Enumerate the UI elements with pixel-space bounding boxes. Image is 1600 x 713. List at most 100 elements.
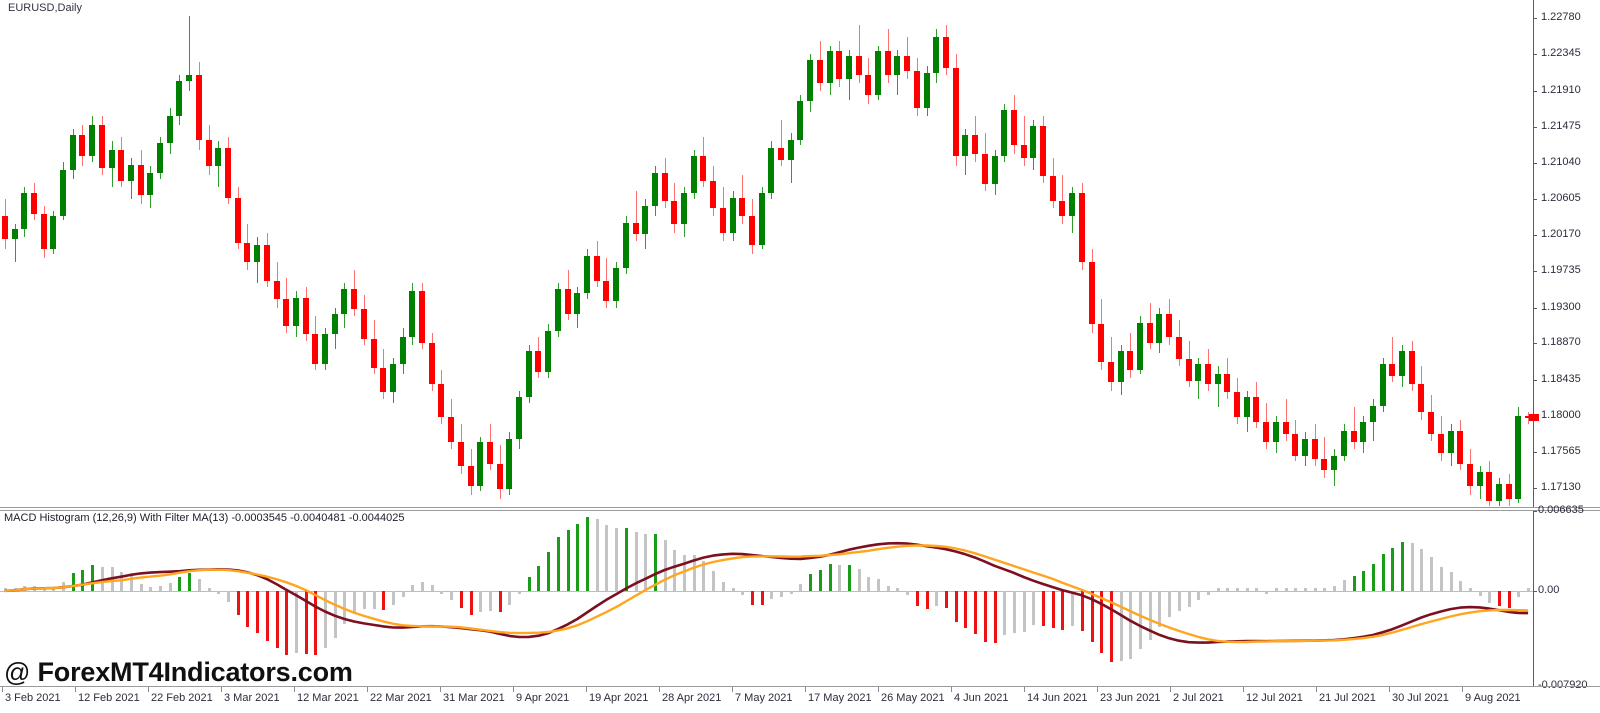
- macd-histogram-bar: [567, 530, 570, 591]
- candle-body: [1302, 439, 1308, 456]
- candle-body: [962, 134, 968, 157]
- macd-histogram-bar: [596, 518, 599, 591]
- x-axis-label: 23 Jun 2021: [1100, 692, 1161, 704]
- candle-body: [1127, 350, 1133, 370]
- candle-body: [1486, 472, 1492, 501]
- candle-body: [642, 206, 648, 235]
- at-symbol: @: [4, 657, 31, 687]
- candle-body: [700, 156, 706, 182]
- candle-body: [41, 214, 47, 249]
- macd-histogram-bar: [935, 590, 938, 607]
- x-axis-tick: [294, 687, 295, 692]
- macd-histogram-bar: [508, 590, 511, 606]
- candle-wick: [1392, 336, 1393, 383]
- macd-histogram-bar: [178, 577, 181, 591]
- macd-histogram-bar: [1459, 580, 1462, 591]
- macd-histogram-bar: [1120, 590, 1123, 662]
- candle-wick: [1062, 174, 1063, 225]
- macd-histogram-bar: [237, 590, 240, 616]
- macd-histogram-pane[interactable]: MACD Histogram (12,26,9) With Filter MA(…: [0, 511, 1600, 686]
- price-scale-axis: [1533, 0, 1534, 507]
- x-axis-tick: [1316, 687, 1317, 692]
- candle-body: [885, 51, 891, 75]
- macd-histogram-bar: [130, 575, 133, 591]
- candle-body: [1118, 350, 1124, 383]
- macd-histogram-bar: [1149, 590, 1152, 641]
- candle-body: [21, 192, 27, 230]
- price-scale-label: 1.20605: [1541, 192, 1581, 205]
- macd-histogram-bar: [702, 561, 705, 591]
- macd-histogram-bar: [1323, 587, 1326, 591]
- macd-scale[interactable]: 0.006635 0.00 -0.007920: [1533, 505, 1600, 691]
- x-axis-label: 12 Mar 2021: [297, 692, 359, 704]
- macd-histogram-bar: [722, 582, 725, 591]
- price-scale-tick: [1533, 380, 1537, 381]
- macd-histogram-bar: [867, 577, 870, 591]
- macd-histogram-bar: [1508, 590, 1511, 608]
- price-plot-area[interactable]: [0, 0, 1533, 506]
- candle-body: [720, 207, 726, 233]
- macd-histogram-bar: [305, 590, 308, 654]
- candle-body: [274, 280, 280, 300]
- x-axis-label: 12 Jul 2021: [1246, 692, 1303, 704]
- macd-histogram-bar: [838, 565, 841, 591]
- macd-histogram-bar: [1168, 590, 1171, 618]
- candle-body: [380, 367, 386, 393]
- price-scale[interactable]: 1.22780 1.22345 1.21910 1.21475 1.21040 1.206…: [1533, 0, 1600, 507]
- candle-body: [361, 309, 367, 340]
- macd-histogram-bar: [770, 590, 773, 600]
- macd-histogram-bar: [1197, 590, 1200, 600]
- macd-scale-label: 0.006635: [1538, 504, 1584, 516]
- macd-histogram-bar: [964, 590, 967, 629]
- x-axis-tick: [75, 687, 76, 692]
- candle-body: [681, 192, 687, 225]
- candle-body: [1360, 422, 1366, 443]
- candle-body: [516, 397, 522, 440]
- price-scale-label: 1.21040: [1541, 155, 1581, 168]
- macd-histogram-bar: [1100, 590, 1103, 654]
- macd-histogram-bar: [1498, 590, 1501, 606]
- macd-histogram-bar: [1178, 590, 1181, 612]
- macd-histogram-bar: [1333, 585, 1336, 591]
- candle-body: [487, 442, 493, 464]
- candle-body: [749, 216, 755, 246]
- candle-body: [89, 124, 95, 157]
- x-axis-tick: [1243, 687, 1244, 692]
- candle-body: [332, 314, 338, 335]
- price-scale-label: 1.17565: [1541, 444, 1581, 457]
- candle-body: [1059, 201, 1065, 217]
- macd-histogram-bar: [246, 590, 249, 628]
- candle-body: [1380, 364, 1386, 406]
- pane-divider-top: [0, 507, 1600, 508]
- macd-histogram-bar: [790, 590, 793, 594]
- price-candlestick-pane[interactable]: EURUSD,Daily: [0, 0, 1600, 506]
- price-scale-tick: [1533, 452, 1537, 453]
- macd-histogram-bar: [528, 576, 531, 591]
- macd-histogram-bar: [1382, 553, 1385, 591]
- macd-histogram-bar: [149, 587, 152, 591]
- price-scale-tick: [1533, 308, 1537, 309]
- candle-body: [555, 289, 561, 331]
- macd-histogram-bar: [353, 590, 356, 614]
- macd-histogram-bar: [285, 590, 288, 655]
- candle-body: [662, 172, 668, 202]
- macd-histogram-bar: [440, 590, 443, 594]
- candle-body: [206, 139, 212, 167]
- macd-histogram-bar: [295, 590, 298, 654]
- x-axis-tick: [586, 687, 587, 692]
- macd-histogram-bar: [373, 590, 376, 609]
- macd-histogram-bar: [916, 590, 919, 606]
- macd-histogram-bar: [906, 590, 909, 596]
- candle-body: [1351, 430, 1357, 443]
- macd-histogram-bar: [974, 590, 977, 635]
- macd-histogram-bar: [673, 550, 676, 591]
- macd-histogram-bar: [1314, 587, 1317, 591]
- candle-body: [982, 153, 988, 185]
- macd-histogram-bar: [1420, 548, 1423, 591]
- candle-body: [235, 197, 241, 243]
- x-axis-tick: [2, 687, 3, 692]
- macd-plot-area[interactable]: [0, 511, 1533, 686]
- macd-histogram-bar: [1061, 590, 1064, 630]
- candle-body: [1312, 439, 1318, 459]
- x-axis-label: 14 Jun 2021: [1027, 692, 1088, 704]
